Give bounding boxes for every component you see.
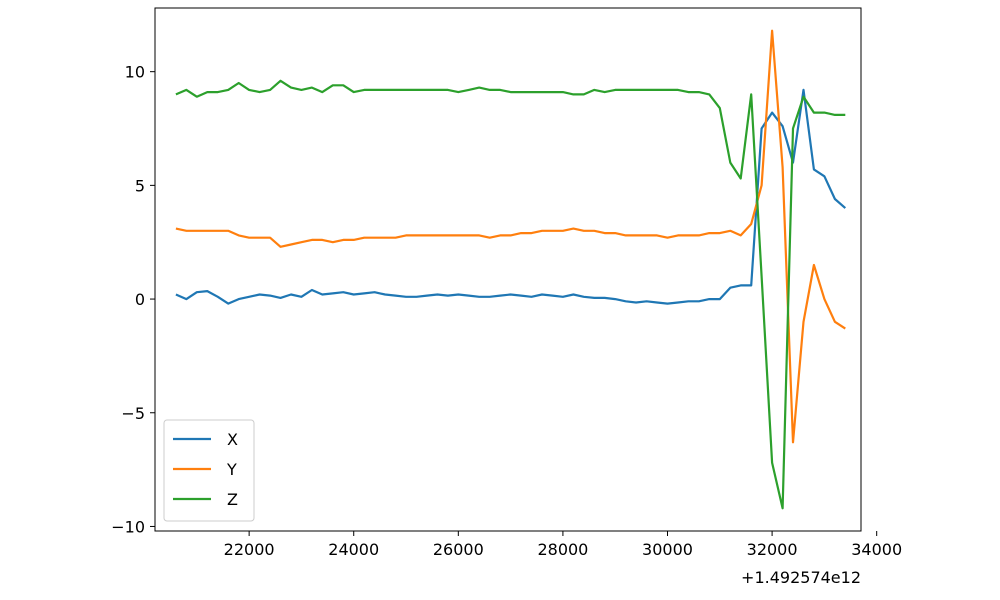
legend-label-z: Z [227, 490, 238, 509]
y-tick-label: −10 [111, 517, 145, 536]
x-tick-label: 34000 [851, 540, 902, 559]
y-tick-label: 0 [135, 290, 145, 309]
x-tick-label: 28000 [537, 540, 588, 559]
x-tick-label: 24000 [328, 540, 379, 559]
plot-lines [175, 29, 847, 510]
y-tick-label: 5 [135, 176, 145, 195]
series-line-y [175, 29, 846, 444]
legend-label-y: Y [226, 460, 237, 479]
x-axis-ticks: 22000 24000 26000 28000 30000 32000 34000 [224, 531, 902, 559]
axes-frame [154, 7, 862, 532]
y-axis-ticks: 10 5 0 −5 −10 [111, 63, 155, 536]
x-tick-label: 22000 [224, 540, 275, 559]
x-tick-label: 32000 [747, 540, 798, 559]
series-line-x [175, 88, 847, 305]
legend-box [163, 419, 255, 522]
y-tick-label: 10 [125, 63, 145, 82]
x-tick-label: 30000 [642, 540, 693, 559]
series-line-z [175, 79, 846, 510]
x-axis-offset-label: +1.492574e12 [741, 568, 861, 587]
x-tick-label: 26000 [433, 540, 484, 559]
legend: XYZ [163, 419, 255, 522]
y-tick-label: −5 [121, 404, 145, 423]
legend-label-x: X [227, 430, 238, 449]
